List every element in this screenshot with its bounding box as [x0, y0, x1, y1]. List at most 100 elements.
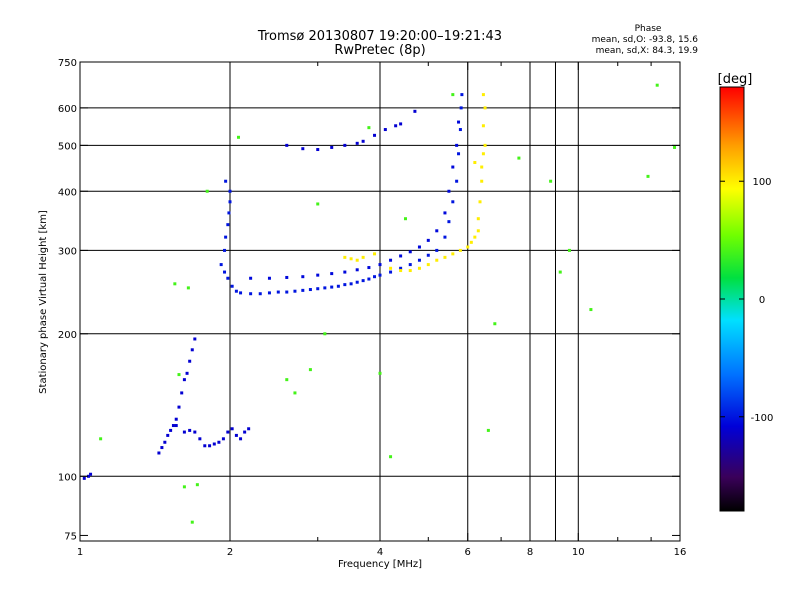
data-point: [435, 229, 439, 233]
x-tick-label: 8: [527, 547, 533, 558]
y-axis-label: Stationary phase Virtual Height [km]: [38, 210, 49, 394]
data-point: [413, 109, 417, 113]
data-point: [193, 430, 197, 434]
data-point: [361, 139, 365, 143]
data-point: [193, 337, 197, 341]
data-point: [473, 161, 477, 165]
data-point: [223, 248, 227, 252]
data-point: [469, 240, 473, 244]
data-point: [82, 476, 86, 480]
data-point: [481, 93, 485, 97]
data-point: [285, 378, 289, 382]
y-tick-label: 600: [58, 104, 77, 115]
colorbar-label: [deg]: [718, 72, 753, 87]
data-point: [483, 143, 487, 147]
data-point: [517, 156, 521, 160]
data-point: [230, 284, 234, 288]
colorbar-tick-label: -100: [751, 413, 774, 424]
data-point: [343, 270, 347, 274]
data-point: [459, 106, 463, 110]
data-point: [182, 378, 186, 382]
data-point: [228, 200, 232, 204]
y-tick-label: 300: [58, 246, 77, 257]
data-point: [203, 444, 207, 448]
data-point: [160, 446, 164, 450]
data-point: [476, 217, 480, 221]
data-point: [285, 143, 289, 147]
data-point: [399, 269, 403, 273]
data-point: [367, 277, 371, 281]
data-point: [301, 147, 305, 151]
data-point: [205, 189, 209, 193]
data-point: [473, 235, 477, 239]
colorbar-tick-label: 100: [752, 177, 771, 188]
y-tick-label: 200: [58, 330, 77, 341]
y-tick-label: 75: [64, 531, 77, 542]
data-point: [185, 371, 189, 375]
data-point: [389, 455, 393, 459]
data-point: [361, 255, 365, 259]
data-point: [188, 428, 192, 432]
data-point: [373, 133, 377, 137]
data-point: [417, 245, 421, 249]
data-point: [177, 373, 181, 377]
x-axis-label: Frequency [MHz]: [338, 559, 422, 570]
data-point: [399, 122, 403, 126]
data-point: [195, 483, 199, 487]
data-point: [226, 276, 230, 280]
data-point: [673, 145, 677, 149]
data-point: [226, 430, 230, 434]
data-point: [394, 124, 398, 128]
data-point: [157, 451, 161, 455]
axis-ticks: 1 2 4 6 8 10 16 75 100 200 300 400 500 600 750: [58, 58, 686, 558]
data-point: [227, 211, 231, 215]
data-point: [285, 290, 289, 294]
data-point: [221, 437, 225, 441]
y-tick-label: 100: [58, 472, 77, 483]
data-point: [173, 282, 177, 286]
data-point: [174, 424, 178, 428]
data-point: [558, 270, 562, 274]
data-point: [355, 280, 359, 284]
data-point: [247, 427, 251, 431]
data-point: [276, 290, 280, 294]
data-point: [399, 266, 403, 270]
data-point: [457, 120, 461, 124]
data-point: [458, 248, 462, 252]
data-point: [323, 286, 327, 290]
data-point: [367, 126, 371, 130]
chart-title: Tromsø 20130807 19:20:00–19:21:43: [257, 29, 502, 44]
data-point: [293, 289, 297, 293]
data-point: [451, 93, 455, 97]
data-point: [224, 179, 228, 183]
data-point: [180, 391, 184, 395]
data-point: [190, 348, 194, 352]
data-point: [447, 220, 451, 224]
data-point: [355, 258, 359, 262]
data-point: [466, 245, 470, 249]
y-tick-label: 750: [58, 58, 77, 69]
data-point: [389, 258, 393, 262]
data-point: [234, 289, 238, 293]
data-point: [285, 275, 289, 279]
data-point: [212, 442, 216, 446]
data-point: [426, 263, 430, 267]
data-point: [182, 485, 186, 489]
data-point: [343, 143, 347, 147]
data-point: [417, 258, 421, 262]
data-point: [316, 287, 320, 291]
data-point: [228, 189, 232, 193]
data-point: [451, 252, 455, 256]
data-point: [589, 308, 593, 312]
data-point: [349, 282, 353, 286]
phase-stats-o: mean, sd,O: -93.8, 15.6: [592, 35, 699, 45]
data-point: [188, 359, 192, 363]
data-point: [239, 437, 243, 441]
x-tick-label: 2: [227, 547, 233, 558]
data-point: [646, 174, 650, 178]
data-point: [223, 270, 227, 274]
data-point: [308, 368, 312, 372]
data-point: [258, 292, 262, 296]
data-point: [403, 217, 407, 221]
